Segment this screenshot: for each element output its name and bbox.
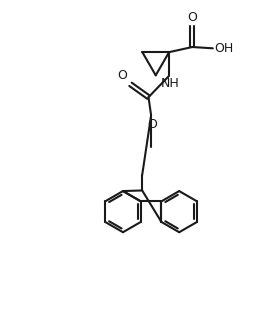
Text: O: O: [118, 69, 127, 82]
Text: O: O: [187, 11, 197, 24]
Text: NH: NH: [161, 77, 180, 90]
Text: O: O: [147, 118, 157, 131]
Text: OH: OH: [214, 42, 233, 55]
